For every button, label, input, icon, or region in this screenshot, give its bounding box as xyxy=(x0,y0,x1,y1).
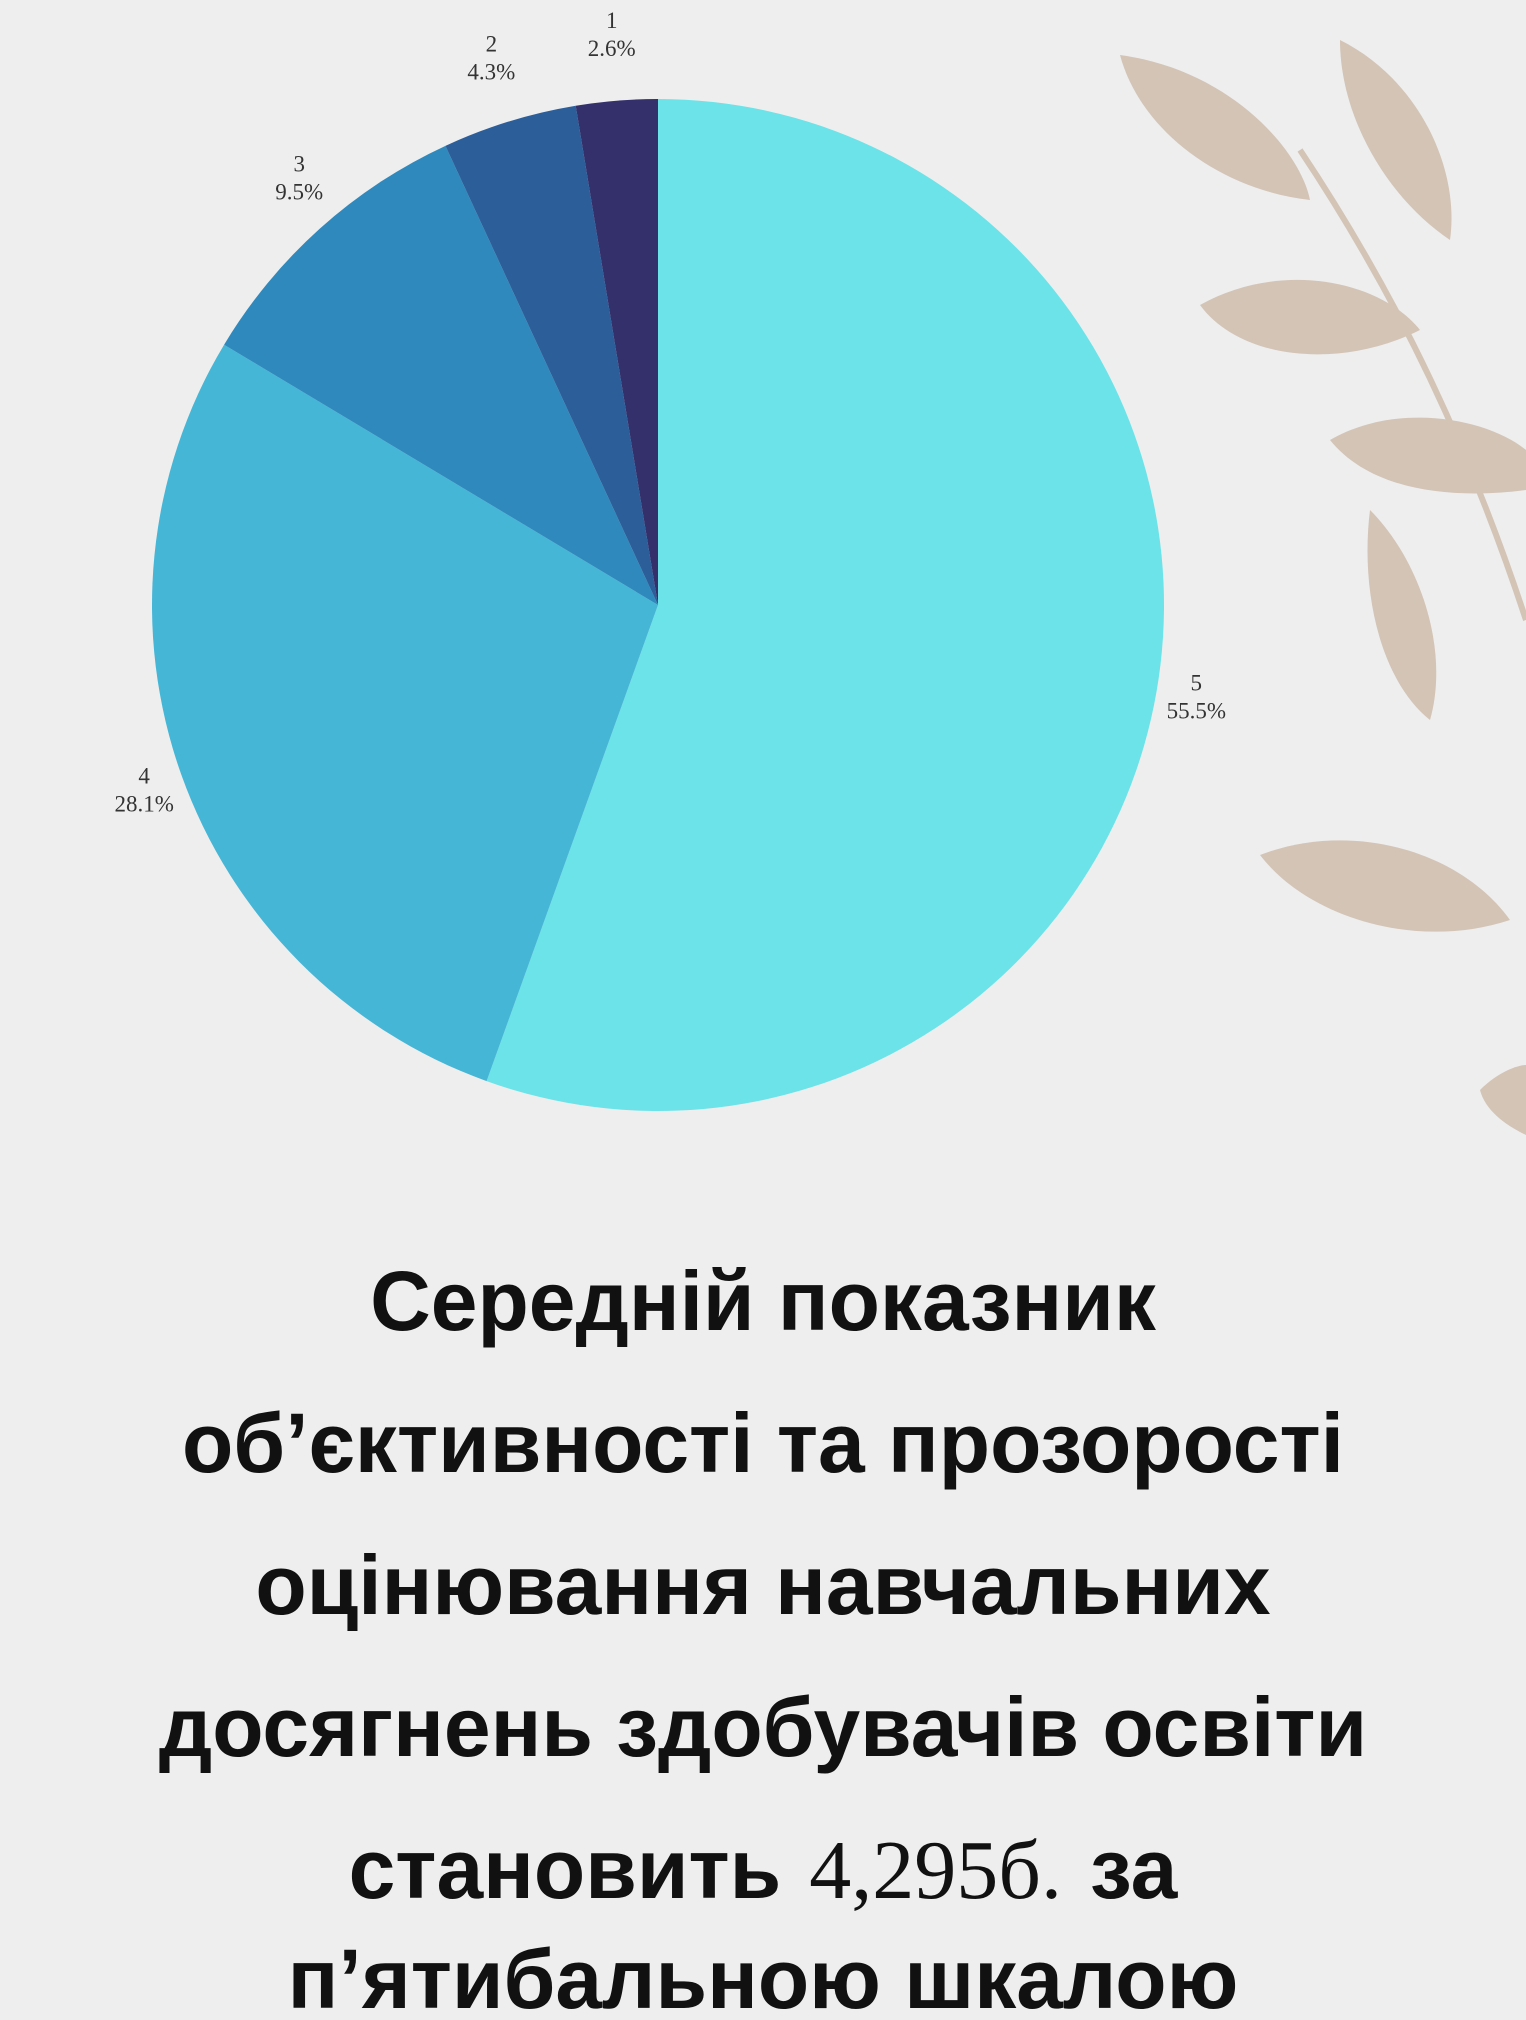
mean-suffix: за xyxy=(1090,1822,1179,1916)
mean-prefix: становить xyxy=(349,1822,782,1916)
slice-value-label: 55.5% xyxy=(1167,698,1226,723)
pie-slice xyxy=(151,344,658,1082)
slice-category-label: 4 xyxy=(138,763,150,788)
caption-line: об’єктивності та прозорості xyxy=(182,1396,1344,1490)
caption-line: оцінювання навчальних xyxy=(255,1538,1271,1632)
slice-value-label: 4.3% xyxy=(467,59,515,84)
pie-slice xyxy=(224,145,659,606)
slice-category-label: 5 xyxy=(1191,670,1203,695)
caption-line: становить 4,295б. за xyxy=(349,1822,1179,1917)
slice-value-label: 9.5% xyxy=(275,179,323,204)
slice-category-label: 3 xyxy=(293,151,305,176)
slice-value-label: 2.6% xyxy=(588,36,636,61)
slice-category-label: 2 xyxy=(486,31,498,56)
caption-line: досягнень здобувачів освіти xyxy=(159,1680,1367,1774)
slice-category-label: 1 xyxy=(606,8,618,33)
pie-slice xyxy=(445,105,658,606)
caption-line: п’ятибальною шкалою xyxy=(288,1932,1239,2020)
slice-value-label: 28.1% xyxy=(114,791,173,816)
leaf-decoration xyxy=(1120,40,1526,1135)
pie-slice xyxy=(486,99,1165,1111)
pie-slice xyxy=(575,99,658,605)
caption-line: Середній показник xyxy=(370,1254,1157,1348)
mean-value: 4,295б. xyxy=(809,1824,1062,1917)
